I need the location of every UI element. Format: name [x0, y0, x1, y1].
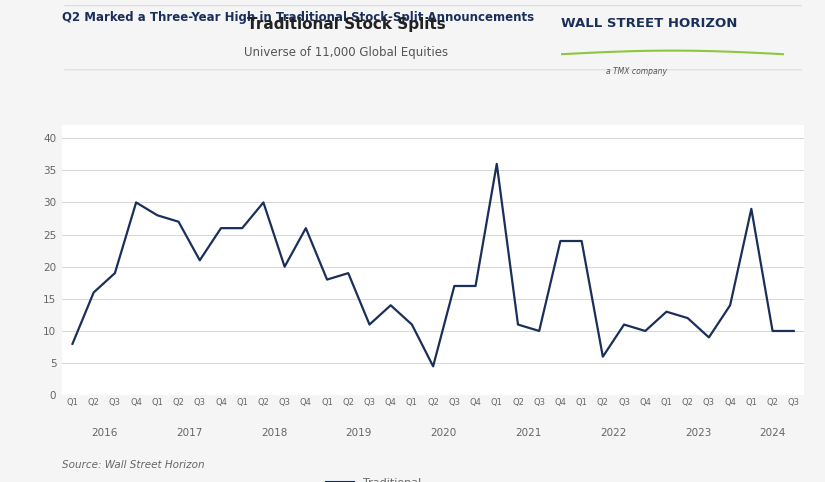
Text: WALL STREET HORIZON: WALL STREET HORIZON [561, 17, 738, 30]
Text: a TMX company: a TMX company [606, 67, 667, 76]
Text: 2024: 2024 [759, 428, 785, 438]
Text: 2023: 2023 [685, 428, 711, 438]
Text: 2019: 2019 [346, 428, 372, 438]
Text: 2016: 2016 [91, 428, 117, 438]
Text: Q2 Marked a Three-Year High in Traditional Stock-Split Announcements: Q2 Marked a Three-Year High in Tradition… [62, 11, 534, 24]
Text: 2021: 2021 [516, 428, 542, 438]
Text: Traditional Stock Splits: Traditional Stock Splits [248, 17, 446, 32]
Text: 2018: 2018 [261, 428, 287, 438]
Legend: Traditional: Traditional [322, 474, 426, 482]
Text: 2017: 2017 [176, 428, 202, 438]
Text: 2020: 2020 [431, 428, 457, 438]
Text: Universe of 11,000 Global Equities: Universe of 11,000 Global Equities [244, 46, 449, 59]
Text: 2022: 2022 [601, 428, 627, 438]
Text: Source: Wall Street Horizon: Source: Wall Street Horizon [62, 460, 205, 470]
